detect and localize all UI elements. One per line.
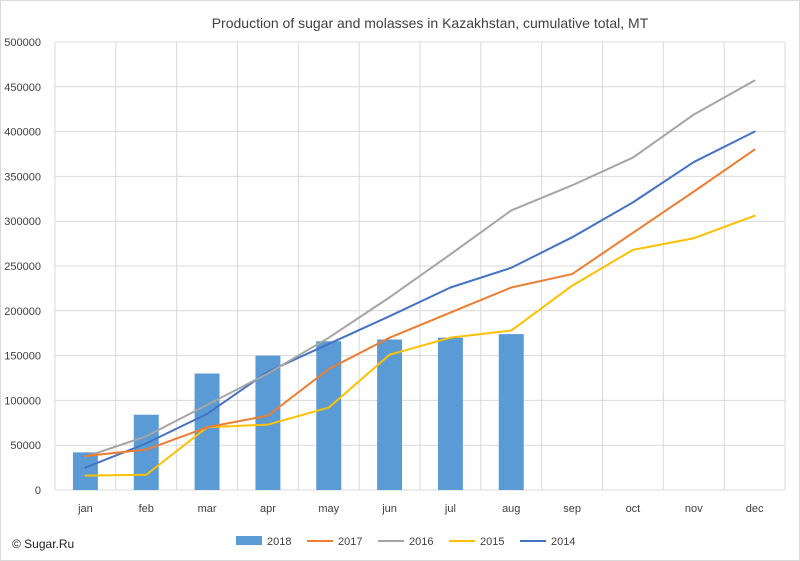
legend-label-2015: 2015 xyxy=(480,536,504,548)
legend-label-2017: 2017 xyxy=(338,536,362,548)
bar-2018-aug xyxy=(498,334,524,490)
line-2015 xyxy=(84,214,756,477)
x-tick-label: sep xyxy=(563,503,581,515)
y-tick-label: 250000 xyxy=(4,261,41,273)
legend-label-2014: 2014 xyxy=(551,536,575,548)
legend-label-2018: 2018 xyxy=(267,536,291,548)
y-tick-label: 400000 xyxy=(4,127,41,139)
y-tick-label: 50000 xyxy=(10,440,41,452)
watermark: © Sugar.Ru xyxy=(12,537,75,551)
bar-2018-jun xyxy=(377,339,403,490)
y-tick-label: 150000 xyxy=(4,351,41,363)
x-tick-label: feb xyxy=(139,503,154,515)
y-tick-label: 200000 xyxy=(4,306,41,318)
line-2017 xyxy=(84,148,756,457)
line-2014 xyxy=(84,130,756,469)
bar-2018-feb xyxy=(133,414,159,490)
x-tick-label: jan xyxy=(77,503,93,515)
x-tick-label: jul xyxy=(444,503,456,515)
x-tick-label: aug xyxy=(502,503,520,515)
gridlines xyxy=(54,41,786,491)
legend-swatch-2018 xyxy=(236,536,262,545)
x-tick-label: jun xyxy=(381,503,397,515)
x-tick-label: mar xyxy=(198,503,217,515)
chart-title: Production of sugar and molasses in Kaza… xyxy=(212,15,649,31)
x-tick-label: may xyxy=(318,503,339,515)
bar-series xyxy=(72,334,524,490)
y-axis-ticks: 0 50000 100000 150000 200000 250000 300000 3500… xyxy=(4,37,41,497)
x-tick-label: dec xyxy=(746,503,764,515)
y-tick-label: 500000 xyxy=(4,37,41,49)
x-tick-label: nov xyxy=(685,503,703,515)
line-2016 xyxy=(84,79,756,458)
y-tick-label: 450000 xyxy=(4,82,41,94)
x-tick-label: apr xyxy=(260,503,276,515)
x-tick-label: oct xyxy=(626,503,641,515)
y-tick-label: 100000 xyxy=(4,395,41,407)
legend-label-2016: 2016 xyxy=(409,536,433,548)
legend: 2018 2017 2016 2015 2014 xyxy=(236,536,575,548)
x-axis-ticks: jan feb mar apr may jun jul aug sep oct nov dec xyxy=(77,503,764,515)
y-tick-label: 350000 xyxy=(4,171,41,183)
bar-2018-jul xyxy=(437,337,463,490)
bar-2018-may xyxy=(316,341,342,490)
bar-2018-jan xyxy=(72,452,98,490)
line-series xyxy=(84,79,756,477)
y-tick-label: 300000 xyxy=(4,216,41,228)
bar-2018-mar xyxy=(194,373,220,490)
y-tick-label: 0 xyxy=(35,485,41,497)
